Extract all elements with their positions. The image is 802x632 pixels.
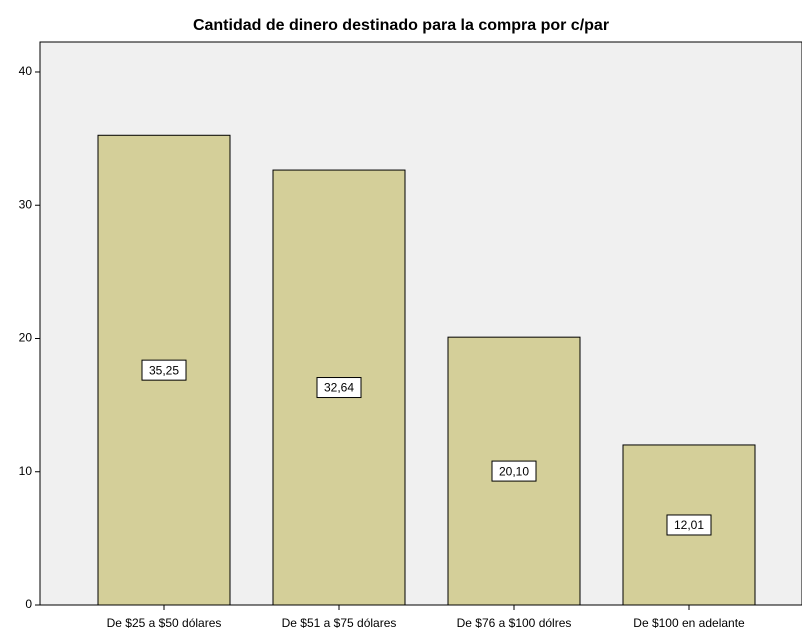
y-tick-label: 30	[19, 197, 33, 211]
value-label-box	[316, 377, 362, 399]
value-label: 32,64	[324, 381, 354, 395]
value-label: 35,25	[149, 363, 179, 377]
x-tick-label: De $100 en adelante	[633, 616, 745, 630]
x-tick-label: De $76 a $100 dólres	[457, 616, 572, 630]
value-label-box	[666, 514, 712, 536]
value-label: 12,01	[674, 518, 704, 532]
chart-title: Cantidad de dinero destinado para la com…	[193, 17, 609, 34]
value-label-box	[491, 460, 537, 482]
y-tick-label: 10	[19, 464, 33, 478]
x-tick-label: De $51 a $75 dólares	[282, 616, 397, 630]
x-tick-label: De $25 a $50 dólares	[107, 616, 222, 630]
y-tick-label: 40	[19, 64, 33, 78]
value-label: 20,10	[499, 464, 529, 478]
y-tick-label: 20	[19, 331, 33, 345]
y-tick-label: 0	[25, 597, 32, 611]
value-label-box	[141, 359, 187, 381]
